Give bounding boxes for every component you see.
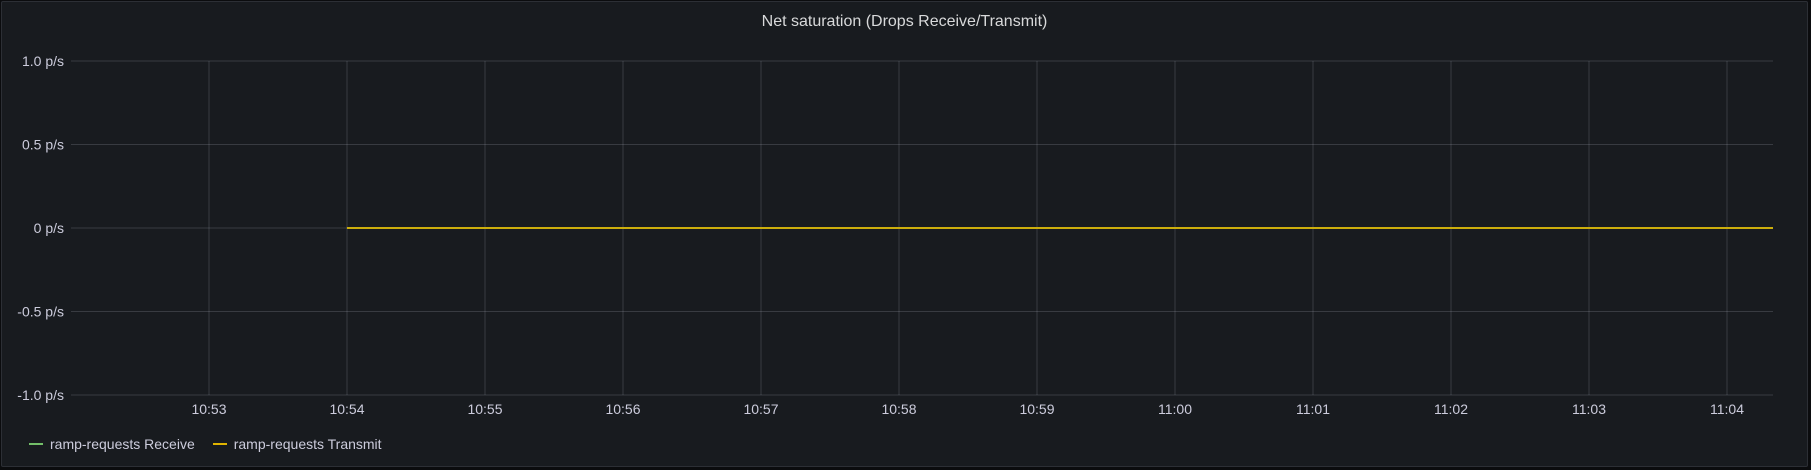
x-tick-label: 11:02 bbox=[1434, 401, 1468, 417]
x-tick-label: 10:58 bbox=[881, 401, 916, 417]
x-axis-labels: 10:53 10:54 10:55 10:56 10:57 10:58 10:59 11:00… bbox=[191, 401, 1744, 417]
legend-label-transmit: ramp-requests Transmit bbox=[233, 436, 382, 452]
legend-item-transmit[interactable]: ramp-requests Transmit bbox=[212, 436, 382, 452]
legend-swatch-receive bbox=[29, 443, 43, 445]
x-tick-label: 10:54 bbox=[329, 401, 364, 417]
x-tick-label: 10:56 bbox=[605, 401, 640, 417]
x-tick-label: 11:01 bbox=[1296, 401, 1330, 417]
y-tick-label: -1.0 p/s bbox=[17, 387, 64, 403]
legend-item-receive[interactable]: ramp-requests Receive bbox=[29, 436, 195, 452]
y-tick-label: -0.5 p/s bbox=[17, 304, 64, 320]
x-tick-label: 10:53 bbox=[191, 401, 226, 417]
x-tick-label: 11:04 bbox=[1710, 401, 1744, 417]
legend: ramp-requests Receive ramp-requests Tran… bbox=[29, 436, 382, 452]
x-tick-label: 10:57 bbox=[743, 401, 778, 417]
y-axis-labels: 1.0 p/s 0.5 p/s 0 p/s -0.5 p/s -1.0 p/s bbox=[17, 53, 64, 403]
x-tick-label: 10:55 bbox=[467, 401, 502, 417]
y-tick-label: 1.0 p/s bbox=[22, 53, 64, 69]
legend-label-receive: ramp-requests Receive bbox=[50, 436, 195, 452]
x-tick-label: 11:03 bbox=[1572, 401, 1606, 417]
x-tick-label: 10:59 bbox=[1019, 401, 1054, 417]
x-tick-label: 11:00 bbox=[1158, 401, 1192, 417]
legend-swatch-transmit bbox=[212, 443, 227, 445]
y-tick-label: 0 p/s bbox=[34, 220, 64, 236]
y-tick-label: 0.5 p/s bbox=[22, 137, 64, 153]
panel-title[interactable]: Net saturation (Drops Receive/Transmit) bbox=[761, 13, 1048, 30]
